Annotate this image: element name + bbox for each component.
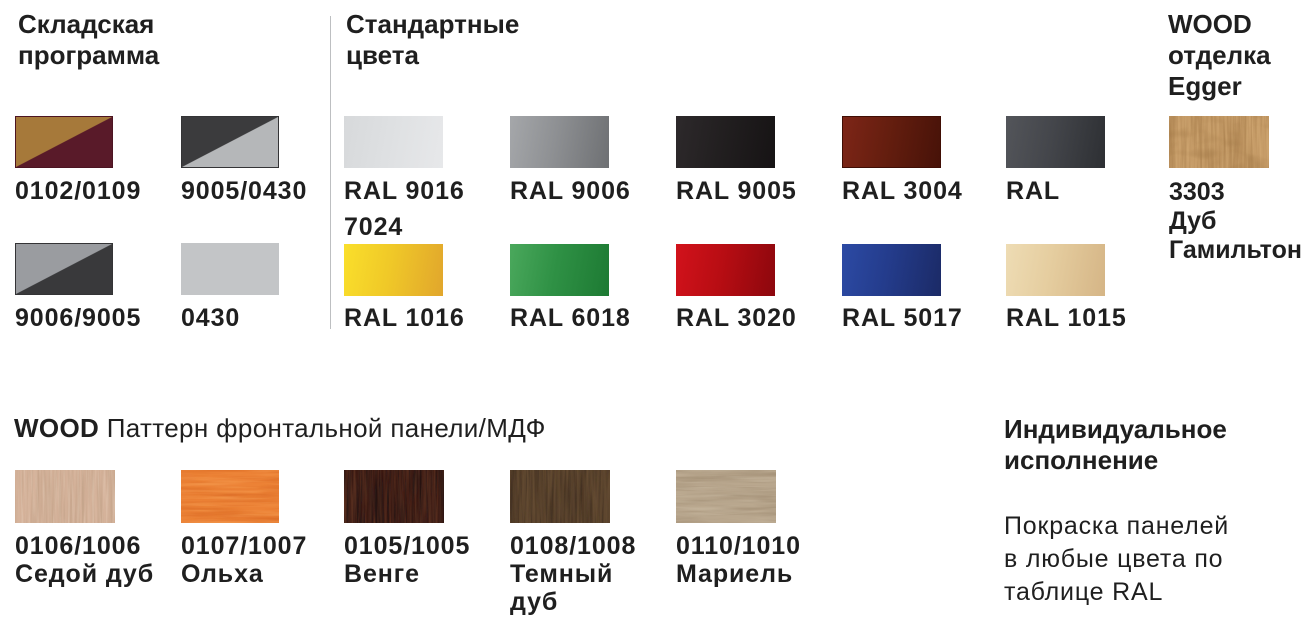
swatch-label-0110-1010: 0110/1010 Мариель — [676, 532, 801, 588]
swatch-ral-6018 — [510, 244, 609, 296]
swatch-label-ral-7024: RAL — [1006, 177, 1061, 205]
custom-finish-title: Индивидуальное исполнение — [1004, 414, 1227, 475]
swatch-label-9006-9005: 9006/9005 — [15, 304, 142, 332]
wood-mdf-title: WOOD Паттерн фронтальной панели/МДФ — [14, 413, 546, 444]
swatch-label-9005-0430: 9005/0430 — [181, 177, 308, 205]
swatch-3303-oak-hamilton — [1169, 116, 1269, 168]
swatch-label-0105-1005: 0105/1005 Венге — [344, 532, 471, 588]
swatch-label-ral-9005: RAL 9005 — [676, 177, 797, 205]
swatch-ral-1015 — [1006, 244, 1105, 296]
swatch-label-ral-5017: RAL 5017 — [842, 304, 963, 332]
swatch-ral-9006 — [510, 116, 609, 168]
wood-egger-title: WOOD отделка Egger — [1168, 9, 1271, 101]
swatch-0102-0109 — [15, 116, 113, 168]
swatch-0430 — [181, 243, 279, 295]
wood-texture — [1169, 116, 1269, 168]
wood-mdf-title-bold: WOOD — [14, 413, 100, 443]
swatch-label-0106-1006: 0106/1006 Седой дуб — [15, 532, 155, 588]
swatch-label-ral-1015: RAL 1015 — [1006, 304, 1127, 332]
swatch-0108-1008 — [510, 470, 610, 523]
swatch-9006-9005 — [15, 243, 113, 295]
swatch-label-ral-3020: RAL 3020 — [676, 304, 797, 332]
swatch-ral-7024 — [1006, 116, 1105, 168]
swatch-label-0102-0109: 0102/0109 — [15, 177, 142, 205]
swatch-label-ral-3004: RAL 3004 — [842, 177, 963, 205]
wood-texture — [344, 470, 444, 523]
wood-mdf-title-rest: Паттерн фронтальной панели/МДФ — [99, 413, 546, 443]
swatch-label-ral-1016: RAL 1016 — [344, 304, 465, 332]
standard-colors-title: Стандартные цвета — [346, 9, 520, 70]
swatch-ral-5017 — [842, 244, 941, 296]
swatch-ral-9016 — [344, 116, 443, 168]
swatch-label-ral-6018: RAL 6018 — [510, 304, 631, 332]
swatch-ral-3004 — [842, 116, 941, 168]
custom-finish-text: Покраска панелей в любые цвета по таблиц… — [1004, 512, 1230, 606]
swatch-label-0107-1007: 0107/1007 Ольха — [181, 532, 308, 588]
wood-texture — [510, 470, 610, 523]
swatch-ral-9005 — [676, 116, 775, 168]
swatch-0110-1010 — [676, 470, 776, 523]
swatch-label-3303: 3303 Дуб Гамильтон — [1169, 178, 1302, 264]
swatch-0107-1007 — [181, 470, 279, 523]
swatch-ral-1016 — [344, 244, 443, 296]
wood-texture — [15, 470, 115, 523]
section-divider — [330, 16, 331, 329]
wood-texture — [676, 470, 776, 523]
stock-program-title: Складская программа — [18, 9, 160, 70]
swatch-0105-1005 — [344, 470, 444, 523]
wood-texture — [181, 470, 279, 523]
swatch-ral-3020 — [676, 244, 775, 296]
swatch-9005-0430 — [181, 116, 279, 168]
swatch-label-ral-9006: RAL 9006 — [510, 177, 631, 205]
swatch-0106-1006 — [15, 470, 115, 523]
swatch-label-0430: 0430 — [181, 304, 241, 332]
swatch-label-ral-9016: RAL 9016 7024 — [344, 177, 465, 241]
swatch-label-0108-1008: 0108/1008 Темный дуб — [510, 532, 637, 616]
